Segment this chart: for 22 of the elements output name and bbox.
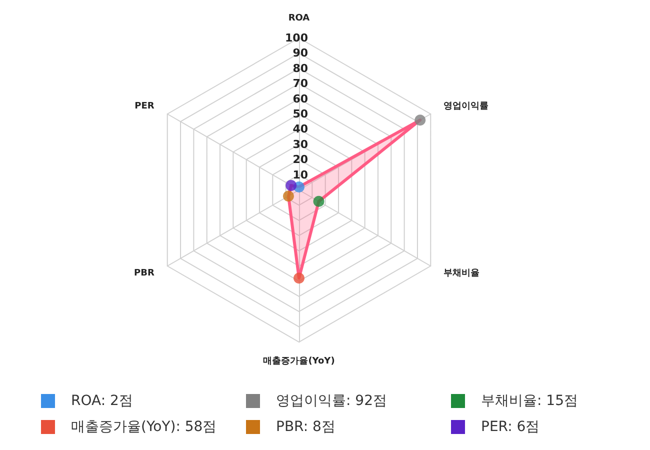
y-tick-label: 40 bbox=[292, 122, 308, 136]
spoke-label: 부채비율 bbox=[444, 268, 480, 278]
text: PER: 6점 bbox=[481, 419, 540, 435]
text: 부채비율: 15점 bbox=[481, 393, 578, 409]
text: PBR: 8점 bbox=[276, 419, 336, 435]
spoke-label: PBR bbox=[134, 268, 154, 278]
y-tick-label: 70 bbox=[292, 77, 308, 90]
spoke-label: ROA bbox=[288, 14, 310, 24]
y-tick-label: 100 bbox=[285, 32, 308, 44]
spoke-label: PER bbox=[134, 102, 154, 112]
spoke-label: 영업이익률 bbox=[444, 102, 489, 112]
y-tick-label: 20 bbox=[292, 153, 308, 166]
y-tick-label: 50 bbox=[292, 108, 308, 120]
y-tick-label: 90 bbox=[292, 46, 308, 60]
text: 영업이익률: 92점 bbox=[276, 393, 387, 409]
text: ROA: 2점 bbox=[71, 393, 133, 409]
y-tick-label: 10 bbox=[292, 168, 308, 182]
spoke-label: 매출증가율(YoY) bbox=[263, 356, 335, 366]
y-tick-label: 60 bbox=[292, 92, 308, 106]
y-tick-label: 80 bbox=[292, 62, 308, 75]
y-tick-label: 30 bbox=[292, 138, 308, 151]
text: 매출증가율(YoY): 58점 bbox=[71, 419, 217, 435]
